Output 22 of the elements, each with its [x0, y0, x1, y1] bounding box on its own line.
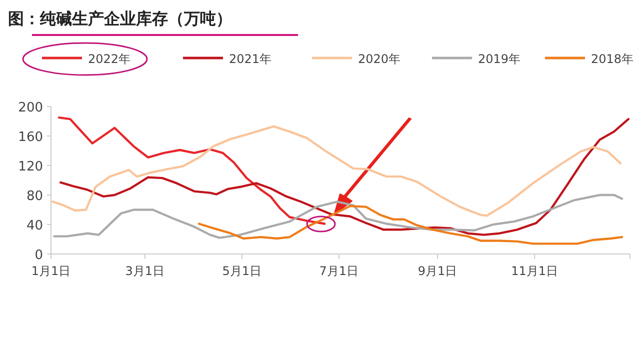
x-tick-label: 11月1日	[511, 264, 558, 278]
chart-title: 图：纯碱生产企业库存（万吨）	[8, 9, 232, 28]
x-tick-label: 7月1日	[319, 264, 359, 278]
y-tick-label: 120	[18, 160, 43, 174]
x-tick-label: 9月1日	[418, 264, 458, 278]
line-series	[51, 125, 622, 217]
legend-label: 2019年	[478, 52, 521, 66]
legend-label: 2022年	[88, 52, 131, 66]
y-tick-label: 200	[18, 100, 43, 116]
x-tick-label: 3月1日	[125, 264, 164, 278]
x-tick-label: 1月1日	[31, 264, 71, 278]
y-tick-label: 40	[26, 218, 43, 234]
legend-label: 2020年	[358, 52, 401, 66]
line-series	[59, 118, 630, 236]
y-tick-label: 0	[34, 248, 43, 263]
y-tick-label: 160	[18, 130, 43, 145]
legend-label: 2018年	[591, 52, 634, 66]
legend-label: 2021年	[229, 52, 272, 66]
x-tick-label: 5月1日	[222, 264, 262, 278]
line-series	[53, 194, 624, 239]
line-series	[198, 204, 624, 245]
y-tick-label: 80	[26, 189, 43, 204]
